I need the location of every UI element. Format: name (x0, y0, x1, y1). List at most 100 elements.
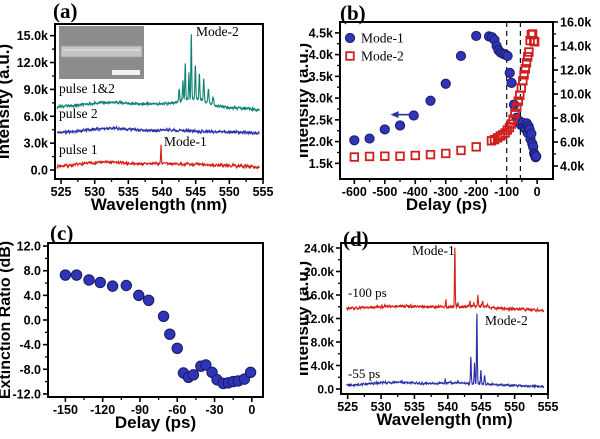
panel-a-chart: 525 530 535 540 545 550 555 Wavelength (nm) 0.0 3… (0, 0, 274, 214)
x-tick-label: -500 (372, 185, 397, 199)
data-point (379, 124, 390, 135)
x-tick-label: 555 (253, 185, 274, 199)
pulse-1and2-spectrum (56, 34, 260, 113)
y-tick-label: 6.0k (24, 110, 48, 124)
mode-2-intensity (349, 29, 540, 162)
x-tick-label: 550 (504, 400, 525, 414)
nanowire (60, 45, 143, 58)
y-tick-label: 8.0 (24, 264, 41, 278)
y-tick-label: 3.0k (309, 92, 333, 106)
y-tick-label: 1.5k (309, 157, 333, 171)
x-axis: -600 -500 -400 -300 -200 -100 0 Delay (ps) (342, 179, 541, 214)
x-tick-label: 0 (534, 185, 541, 199)
annotation-label: pulse 2 (59, 106, 98, 121)
y-tick-label: 0.0 (31, 164, 48, 178)
data-point (164, 328, 176, 340)
panel-letter: (c) (50, 221, 73, 245)
y2-tick-label: 10.0k (560, 88, 591, 102)
data-point (524, 47, 534, 57)
y-axis: 1.5k 2.0k 2.5k 3.0k 3.5k 4.0k 4.5k Intensity (a… (293, 26, 340, 171)
x-tick-label: -60 (168, 403, 186, 417)
panel-b-chart: -600 -500 -400 -300 -200 -100 0 Delay (ps) 1.5k 2… (293, 1, 591, 214)
data-point (94, 276, 106, 289)
y-tick-label: 4.0k (311, 359, 335, 373)
y-axis-title: Intensity (a.u.) (300, 43, 312, 158)
data-point (520, 64, 530, 74)
annotation-label: Mode-2 (196, 24, 239, 39)
legend-marker-square-icon (345, 51, 355, 61)
data-point (157, 310, 170, 323)
annotation-label: -55 ps (348, 366, 380, 381)
data-point (518, 76, 528, 86)
annotation-label: Mode-1 (412, 243, 455, 258)
x-tick-label: -600 (342, 185, 367, 199)
x-tick-label: -400 (403, 185, 428, 199)
plot-border (47, 242, 264, 398)
x-axis-title: Delay (ps) (115, 413, 196, 432)
plot-border (339, 21, 554, 180)
data-point (471, 30, 482, 42)
x-tick-label: 530 (84, 185, 105, 199)
data-point (349, 135, 360, 146)
y-tick-label: 4.0k (309, 48, 333, 62)
data-point (519, 70, 529, 80)
data-point (364, 151, 375, 162)
data-point (425, 95, 436, 106)
x-tick-label: 540 (152, 185, 173, 199)
pulse-1-spectrum (56, 144, 260, 170)
legend-label: Mode-2 (361, 49, 404, 64)
y2-tick-label: 8.0k (560, 112, 584, 126)
x-axis: 525 530 535 540 545 550 555 Wavelength (nm) (51, 179, 274, 214)
data-point (526, 128, 537, 139)
legend: Mode-1 Mode-2 (344, 31, 404, 64)
y-tick-label: 3.0k (24, 137, 48, 151)
x-tick-label: 0 (248, 403, 255, 417)
x-tick-label: 530 (371, 400, 392, 414)
x-tick-label: 550 (219, 185, 240, 199)
x-tick-label: 545 (185, 185, 206, 199)
data-point (395, 151, 405, 161)
annotation-label: -100 ps (348, 285, 387, 300)
x-tick-label: 545 (471, 400, 492, 414)
data-point (440, 78, 451, 89)
extinction-ratio (59, 269, 257, 390)
y-axis-title: Extinction Ratio (dB) (0, 241, 14, 399)
data-point (349, 152, 360, 162)
x-tick-label: 535 (404, 400, 425, 414)
data-point (506, 77, 517, 88)
data-point (83, 274, 95, 286)
y-axis: 0.0 4.0k 8.0k 12.0k 16.0k 20.0k 24.0k Intensity… (293, 241, 341, 397)
legend-marker-circle-icon (344, 32, 356, 44)
data-point (394, 120, 406, 131)
panel-letter: (d) (343, 227, 369, 251)
plot-border (54, 23, 264, 180)
data-point (504, 67, 515, 78)
pulse-2-spectrum (56, 124, 260, 136)
panel-b: -600 -500 -400 -300 -200 -100 0 Delay (ps) 1.5k 2… (293, 0, 600, 215)
y-tick-label: 8.0k (311, 336, 335, 350)
data-point (133, 289, 145, 302)
data-point (70, 269, 83, 281)
x-axis-title: Wavelength (nm) (376, 410, 512, 429)
x-tick-label: 525 (337, 400, 358, 414)
y2-tick-label: 6.0k (560, 136, 584, 150)
y-tick-label: -4.0 (19, 338, 41, 352)
y2-tick-label: 4.0k (560, 160, 584, 174)
y-tick-label: 3.5k (309, 70, 333, 84)
annotation-label: Mode-2 (485, 313, 528, 328)
data-point (513, 96, 523, 106)
y-tick-label: 20.0k (304, 265, 334, 279)
data-point (244, 366, 257, 379)
x-tick-label: -30 (205, 403, 223, 417)
delay-55ps-spectrum (346, 313, 545, 389)
y-tick-label: 4.5k (309, 26, 333, 40)
x-axis: 525 530 535 540 545 550 555 Wavelength (nm) (337, 394, 558, 429)
data-point (506, 119, 516, 129)
panel-a: 525 530 535 540 545 550 555 Wavelength (nm) 0.0 3… (0, 0, 300, 215)
x-tick-label: 540 (437, 400, 458, 414)
data-point (364, 133, 375, 144)
x-tick-label: 555 (538, 400, 559, 414)
data-point (410, 150, 420, 161)
y-tick-label: 24.0k (304, 241, 334, 255)
